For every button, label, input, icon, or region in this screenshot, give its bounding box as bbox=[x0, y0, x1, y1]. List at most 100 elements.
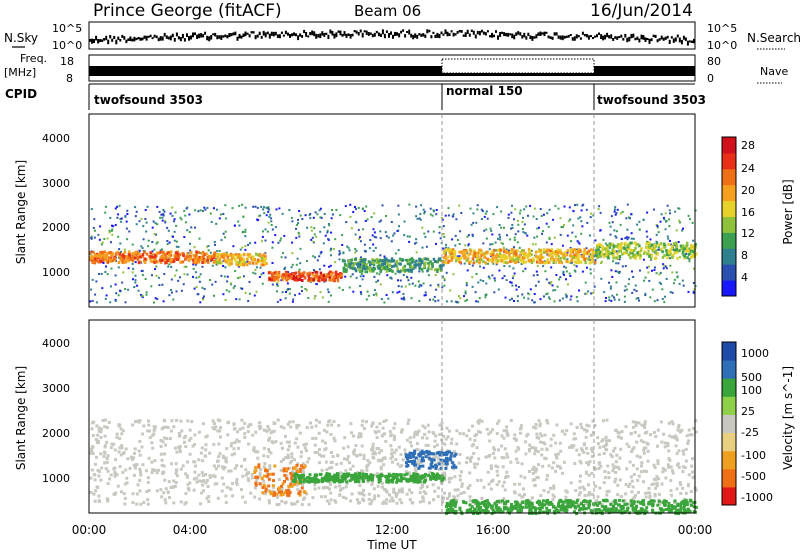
velocity-cell bbox=[204, 454, 208, 458]
power-cell bbox=[580, 232, 583, 235]
power-cell bbox=[686, 256, 689, 260]
velocity-cell bbox=[433, 439, 437, 443]
velocity-cell bbox=[300, 486, 304, 490]
velocity-cell bbox=[409, 460, 413, 464]
power-cell bbox=[486, 257, 489, 261]
power-cell bbox=[638, 250, 641, 254]
power-cell bbox=[556, 248, 559, 252]
power-cell bbox=[464, 292, 467, 295]
power-cell bbox=[226, 275, 229, 278]
velocity-cell bbox=[449, 476, 453, 480]
power-cell bbox=[427, 261, 430, 265]
velocity-cell bbox=[295, 467, 299, 471]
velocity-cell bbox=[90, 427, 94, 431]
velocity-cell bbox=[277, 490, 281, 494]
power-cell bbox=[429, 207, 432, 210]
velocity-cell bbox=[303, 464, 307, 468]
power-cell bbox=[532, 259, 536, 263]
power-cell bbox=[423, 210, 426, 213]
power-cell bbox=[276, 300, 279, 303]
power-cell bbox=[488, 248, 491, 251]
velocity-cell bbox=[505, 474, 509, 478]
power-cell bbox=[509, 281, 512, 284]
velocity-cell bbox=[445, 464, 448, 468]
power-cell bbox=[116, 250, 120, 254]
noise-point bbox=[103, 38, 106, 41]
velocity-cell bbox=[220, 489, 224, 493]
velocity-cell bbox=[266, 455, 270, 459]
power-ylabel: Slant Range [km] bbox=[14, 160, 28, 264]
velocity-cell bbox=[600, 439, 604, 443]
velocity-cell bbox=[455, 498, 459, 502]
power-cell bbox=[225, 253, 228, 257]
velocity-cell bbox=[430, 461, 434, 464]
power-cell bbox=[164, 253, 167, 257]
power-cell bbox=[666, 253, 669, 256]
velocity-cell bbox=[394, 491, 398, 495]
velocity-cell bbox=[417, 429, 421, 433]
velocity-cell bbox=[126, 457, 130, 461]
power-cell bbox=[498, 269, 501, 272]
power-cell bbox=[541, 260, 545, 264]
power-cell bbox=[125, 255, 128, 259]
velocity-cell bbox=[264, 489, 268, 493]
power-cell bbox=[101, 257, 105, 261]
power-cell bbox=[437, 257, 441, 261]
power-cell bbox=[422, 208, 425, 211]
power-cell bbox=[295, 236, 298, 239]
velocity-cell bbox=[405, 438, 409, 442]
power-cell bbox=[155, 233, 157, 236]
power-cell bbox=[149, 251, 152, 255]
power-cell bbox=[363, 243, 366, 246]
beam-label: Beam 06 bbox=[354, 2, 421, 20]
velocity-cell bbox=[668, 458, 672, 462]
power-cell bbox=[550, 266, 553, 269]
velocity-cell bbox=[438, 423, 442, 427]
power-cell bbox=[189, 250, 193, 254]
noise-point bbox=[194, 32, 196, 36]
power-cell bbox=[397, 285, 400, 288]
power-cell bbox=[134, 261, 137, 264]
power-cell bbox=[373, 275, 376, 278]
velocity-cell bbox=[270, 492, 274, 495]
power-cell bbox=[375, 257, 379, 261]
power-cell bbox=[218, 261, 221, 265]
velocity-cell bbox=[289, 425, 293, 429]
velocity-cell bbox=[631, 425, 635, 429]
velocity-cell bbox=[421, 424, 425, 428]
power-cell bbox=[225, 260, 228, 264]
velocity-cell bbox=[593, 424, 597, 427]
velocity-cell bbox=[250, 473, 254, 476]
noise-point bbox=[303, 29, 306, 34]
power-cell bbox=[201, 257, 205, 261]
power-cell bbox=[379, 237, 382, 240]
power-cell bbox=[177, 245, 180, 248]
velocity-cell bbox=[489, 487, 493, 491]
power-cell bbox=[124, 301, 127, 304]
power-cell bbox=[489, 258, 492, 262]
power-cell bbox=[556, 257, 559, 261]
velocity-cell bbox=[598, 486, 602, 490]
power-cell bbox=[494, 241, 497, 244]
noise-left-tick-top: 10^5 bbox=[52, 22, 82, 35]
velocity-cell bbox=[295, 426, 299, 430]
power-cell bbox=[451, 215, 454, 218]
power-cell bbox=[669, 250, 672, 254]
velocity-cell bbox=[349, 467, 352, 471]
noise-point bbox=[147, 35, 150, 38]
velocity-cell bbox=[129, 455, 133, 459]
power-cell bbox=[694, 242, 697, 246]
velocity-cell bbox=[356, 435, 360, 439]
power-cell bbox=[378, 266, 381, 270]
power-cell bbox=[189, 249, 192, 252]
velocity-cell bbox=[677, 465, 681, 469]
power-cell bbox=[565, 270, 568, 273]
velocity-cell bbox=[251, 433, 255, 437]
power-cell bbox=[145, 221, 148, 224]
noise-point bbox=[682, 35, 685, 40]
power-cell bbox=[452, 250, 456, 253]
power-cell bbox=[605, 253, 608, 257]
velocity-cell bbox=[263, 474, 266, 478]
power-cell bbox=[621, 252, 624, 256]
velocity-cell bbox=[443, 471, 447, 475]
